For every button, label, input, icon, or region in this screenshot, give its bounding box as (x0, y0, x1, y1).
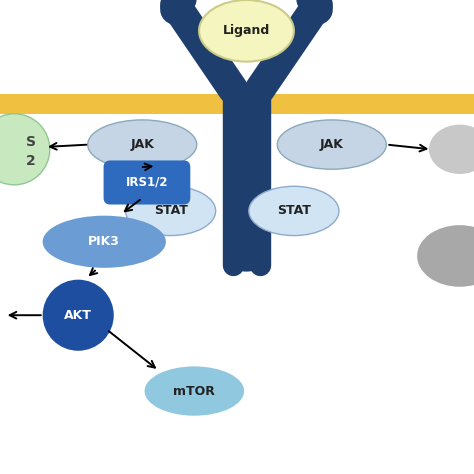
Text: JAK: JAK (130, 138, 154, 151)
Ellipse shape (43, 216, 166, 268)
Circle shape (43, 280, 114, 351)
Ellipse shape (126, 186, 216, 236)
Text: 2: 2 (26, 154, 36, 168)
Bar (228, 94, 264, 265)
Text: mTOR: mTOR (173, 384, 215, 398)
Ellipse shape (88, 120, 197, 169)
Text: PIK3: PIK3 (88, 235, 120, 248)
Text: STAT: STAT (277, 204, 311, 218)
Text: JAK: JAK (320, 138, 344, 151)
Ellipse shape (0, 114, 50, 185)
Ellipse shape (227, 245, 266, 272)
Bar (0, 94, 474, 114)
Text: STAT: STAT (154, 204, 188, 218)
Ellipse shape (417, 225, 474, 287)
Text: IRS1/2: IRS1/2 (126, 176, 168, 189)
Ellipse shape (199, 0, 294, 62)
FancyBboxPatch shape (103, 161, 190, 205)
Ellipse shape (145, 366, 244, 416)
Ellipse shape (249, 186, 339, 236)
Text: Ligand: Ligand (223, 24, 270, 37)
Ellipse shape (277, 120, 386, 169)
Ellipse shape (429, 125, 474, 174)
Text: AKT: AKT (64, 309, 92, 322)
Text: S: S (26, 135, 36, 149)
